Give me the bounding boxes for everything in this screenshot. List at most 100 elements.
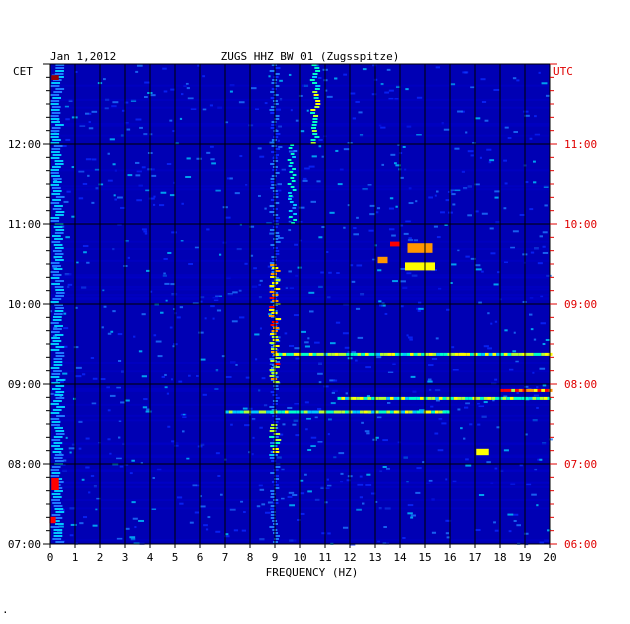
feature-band-cell [54, 163, 64, 165]
feature-line-cell [500, 388, 504, 392]
chart-title: ZUGS HHZ BW 01 (Zugsspitze) [221, 50, 400, 63]
feature-line-cell [353, 352, 358, 356]
feature-band-cell [311, 127, 317, 129]
feature-band-cell [50, 301, 59, 303]
heatmap-cell [112, 310, 116, 313]
feature-band-cell [271, 372, 278, 374]
feature-line-cell [485, 352, 489, 356]
heatmap-cell [211, 162, 216, 165]
feature-line-cell [372, 352, 377, 356]
heatmap-cell [170, 378, 174, 381]
heatmap-cell [407, 512, 413, 515]
heatmap-cell [307, 337, 310, 340]
heatmap-cell [215, 189, 221, 192]
heatmap-cell [111, 105, 117, 108]
heatmap-cell [200, 358, 206, 361]
feature-band-cell [314, 106, 320, 108]
heatmap-cell [86, 261, 90, 264]
feature-band-cell [313, 97, 319, 99]
heatmap-cell [460, 427, 463, 430]
heatmap-cell [282, 423, 286, 426]
heatmap-cell [408, 202, 414, 205]
feature-line-cell [383, 352, 388, 356]
heatmap-cell [179, 117, 183, 120]
heatmap-cell [200, 505, 206, 508]
heatmap-cell [275, 189, 282, 192]
x-tick-label: 18 [493, 551, 506, 564]
feature-band-cell [315, 70, 321, 72]
heatmap-cell [531, 493, 537, 496]
heatmap-cell [496, 426, 500, 429]
heatmap-cell [516, 391, 519, 394]
feature-band-cell [51, 439, 61, 441]
heatmap-cell [475, 117, 481, 120]
feature-band-cell [51, 445, 60, 447]
feature-band-cell [312, 133, 318, 135]
feature-blob [49, 516, 56, 524]
heatmap-cell [107, 409, 111, 412]
feature-line-cell [356, 396, 360, 400]
heatmap-cell [474, 183, 480, 186]
right-axis-ticks: 06:00 07:00 08:00 09:00 10:00 11:00 [550, 63, 597, 551]
feature-line-cell [266, 410, 270, 414]
heatmap-cell [544, 204, 548, 207]
heatmap-cell [172, 130, 175, 133]
feature-band-cell [54, 481, 64, 483]
heatmap-cell [204, 317, 207, 320]
feature-band-cell [52, 538, 62, 540]
heatmap-cell [164, 282, 170, 285]
feature-band-cell [53, 145, 63, 147]
heatmap-cell [107, 438, 111, 441]
heatmap-cell [186, 157, 191, 160]
feature-line-cell [423, 410, 428, 414]
feature-band-cell [50, 349, 60, 351]
heatmap-cell [58, 525, 64, 528]
heatmap-cell [107, 332, 112, 335]
heatmap-cell [533, 338, 537, 341]
heatmap-cell [259, 488, 265, 491]
heatmap-cell [311, 155, 317, 158]
feature-band-cell [52, 178, 62, 180]
feature-band-cell [274, 115, 280, 117]
feature-line-cell [395, 352, 399, 356]
feature-line-cell [363, 410, 368, 414]
feature-line-cell [517, 396, 522, 400]
feature-line-cell [420, 396, 424, 400]
feature-band-cell [269, 406, 275, 408]
heatmap-cell [85, 466, 90, 469]
heatmap-cell [205, 528, 209, 531]
heatmap-cell [124, 463, 129, 466]
heatmap-cell [277, 336, 281, 339]
heatmap-cell [267, 265, 273, 268]
heatmap-cell [102, 78, 106, 81]
heatmap-cell [369, 213, 375, 216]
heatmap-cell [438, 418, 443, 421]
heatmap-cell [238, 289, 242, 292]
feature-band-cell [292, 174, 297, 176]
feature-band-cell [310, 139, 316, 141]
heatmap-cell [406, 334, 409, 337]
heatmap-cell [135, 118, 142, 121]
feature-band-cell [270, 442, 276, 444]
feature-line-cell [442, 396, 447, 400]
feature-band-cell [270, 97, 276, 99]
feature-band-cell [273, 376, 279, 378]
feature-band-cell [273, 433, 281, 435]
feature-band-cell [272, 448, 279, 450]
feature-band-cell [270, 112, 276, 114]
feature-band-cell [274, 288, 281, 290]
heatmap-cell [245, 184, 248, 187]
x-tick-label: 19 [518, 551, 531, 564]
heatmap-cell [536, 386, 539, 389]
heatmap-cell [428, 479, 433, 482]
heatmap-cell [523, 110, 529, 113]
feature-line-cell [375, 410, 379, 414]
heatmap-cell [389, 197, 394, 200]
heatmap-cell [356, 216, 359, 219]
heatmap-cell [233, 529, 239, 532]
feature-line-cell [435, 396, 439, 400]
heatmap-cell [378, 300, 382, 303]
heatmap-cell [539, 541, 545, 544]
feature-line-cell [390, 396, 394, 400]
heatmap-cell [114, 198, 118, 201]
